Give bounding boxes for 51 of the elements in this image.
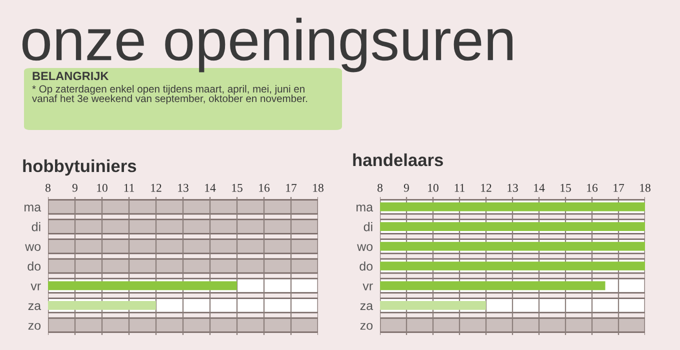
chart-subtitle: hobbytuiniers bbox=[23, 159, 136, 176]
text: BELANGRIJK bbox=[32, 72, 109, 80]
x-tick-label: 14 bbox=[534, 184, 545, 192]
y-tick-label: zo bbox=[28, 322, 41, 330]
y-tick-label: vr bbox=[362, 284, 373, 290]
x-tick-label: 10 bbox=[97, 184, 108, 192]
y-tick-label: za bbox=[28, 303, 42, 310]
bar bbox=[380, 300, 486, 310]
bar bbox=[48, 300, 156, 310]
x-tick-label: 8 bbox=[46, 184, 50, 192]
chart-title: onze openingsuren bbox=[22, 18, 512, 72]
x-tick-label: 16 bbox=[587, 184, 598, 192]
y-tick-label: zo bbox=[360, 322, 373, 330]
bar bbox=[48, 317, 318, 333]
y-tick-label: ma bbox=[24, 204, 42, 212]
x-tick-label: 11 bbox=[124, 184, 134, 192]
x-tick-label: 14 bbox=[205, 184, 216, 192]
y-tick-label: ma bbox=[356, 204, 374, 212]
x-tick-label: 12 bbox=[151, 184, 162, 192]
x-tick-label: 16 bbox=[259, 184, 270, 192]
chart-title: handelaars bbox=[353, 153, 443, 166]
x-tick-label: 9 bbox=[404, 184, 409, 192]
y-tick-label: vr bbox=[30, 284, 41, 290]
x-tick-label: 10 bbox=[428, 184, 438, 192]
x-tick-label: 18 bbox=[313, 184, 324, 192]
x-tick-label: 13 bbox=[508, 184, 518, 192]
bar bbox=[48, 238, 318, 254]
bar bbox=[380, 281, 606, 290]
y-tick-label: za bbox=[360, 303, 374, 310]
bar bbox=[48, 258, 318, 274]
y-tick-label: di bbox=[364, 222, 372, 232]
y-tick-label: do bbox=[360, 261, 373, 271]
y-tick-label: di bbox=[32, 222, 40, 232]
y-tick-label: wo bbox=[25, 244, 41, 251]
x-tick-label: 13 bbox=[178, 184, 188, 192]
x-tick-label: 15 bbox=[232, 184, 242, 192]
x-tick-label: 15 bbox=[560, 184, 571, 192]
bar bbox=[380, 317, 645, 333]
x-tick-label: 8 bbox=[378, 184, 382, 192]
x-tick-label: 17 bbox=[614, 184, 624, 192]
x-tick-label: 17 bbox=[286, 184, 297, 192]
x-tick-label: 11 bbox=[454, 184, 464, 192]
text: * Op zaterdagen enkel open tijdens maart, april, mei, juni en vanaf het 3e weekend van september, oktober en november. bbox=[32, 85, 308, 104]
y-tick-label: do bbox=[28, 261, 41, 271]
x-tick-label: 9 bbox=[72, 184, 78, 192]
y-tick-label: wo bbox=[357, 244, 373, 251]
x-tick-label: 12 bbox=[481, 184, 492, 192]
bar bbox=[48, 281, 237, 290]
bar bbox=[48, 199, 318, 215]
x-tick-label: 18 bbox=[640, 184, 650, 192]
bar bbox=[48, 218, 318, 234]
